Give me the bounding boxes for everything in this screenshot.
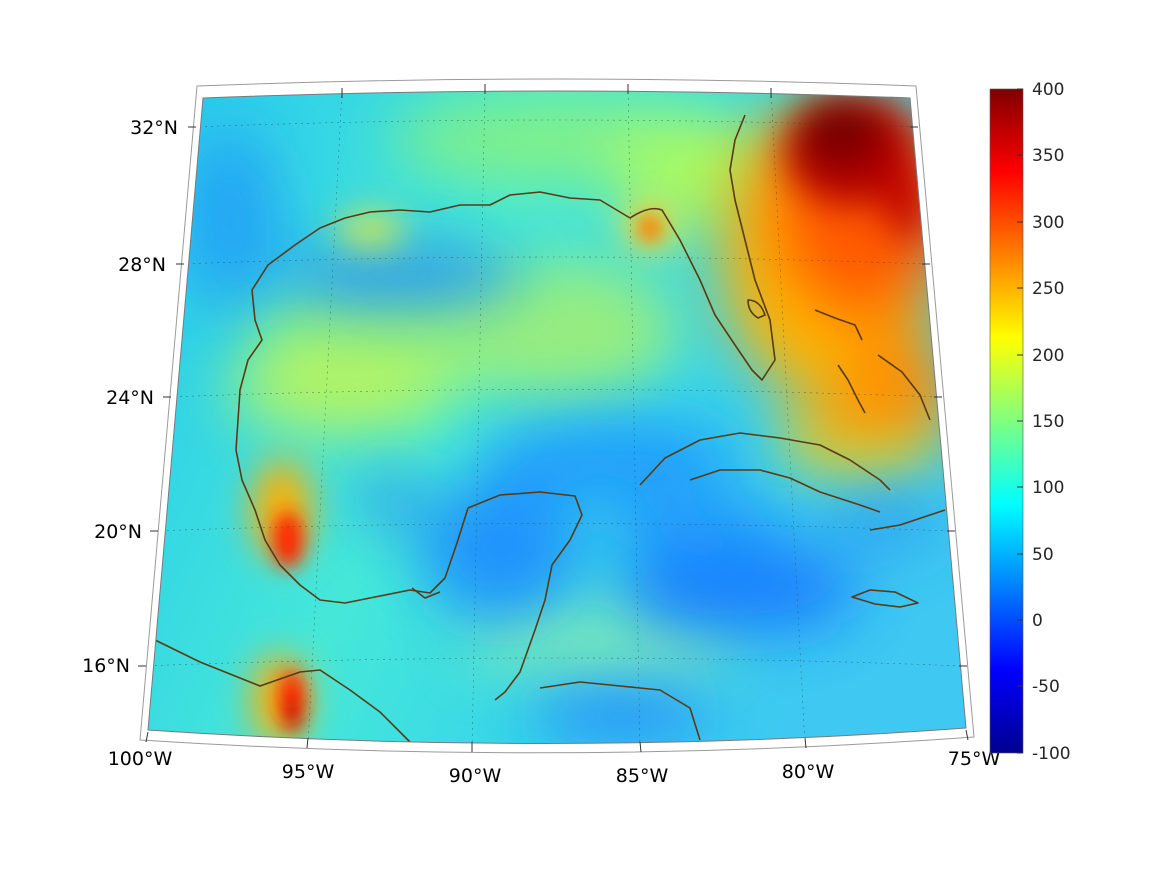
colorbar-tick: 300 (1032, 213, 1064, 233)
axis-ticks (138, 84, 969, 753)
data-field (148, 91, 966, 744)
lon-label-100w: 100°W (108, 748, 173, 770)
colorbar-tick: 100 (1032, 478, 1064, 498)
coastlines (154, 114, 946, 743)
lat-label-20n: 20°N (94, 521, 142, 543)
lon-label-85w: 85°W (616, 765, 669, 787)
colorbar-tick: 150 (1032, 412, 1064, 432)
lat-label-28n: 28°N (118, 254, 166, 276)
colorbar-tick: 0 (1032, 611, 1043, 631)
lat-label-16n: 16°N (82, 655, 130, 677)
graticule (148, 91, 963, 744)
colorbar-tick: 350 (1032, 146, 1064, 166)
lat-label-24n: 24°N (106, 387, 154, 409)
colorbar-tick: 200 (1032, 346, 1064, 366)
lat-label-32n: 32°N (130, 117, 178, 139)
colorbar-tick: 400 (1032, 80, 1064, 100)
lon-label-75w: 75°W (948, 748, 1001, 770)
lon-label-95w: 95°W (282, 761, 335, 783)
map-frame-outer (139, 78, 975, 754)
colorbar: 400 350 300 250 200 150 100 50 0 -50 -10… (989, 80, 1071, 764)
colorbar-tick: -100 (1032, 744, 1071, 764)
colorbar-tick: -50 (1032, 677, 1060, 697)
colorbar-tick: 250 (1032, 279, 1064, 299)
latitude-labels: 32°N 28°N 24°N 20°N 16°N (82, 117, 178, 677)
lon-label-90w: 90°W (449, 765, 502, 787)
map-frame (147, 90, 967, 745)
longitude-labels: 100°W 95°W 90°W 85°W 80°W 75°W (108, 748, 1001, 787)
colorbar-tick: 50 (1032, 545, 1054, 565)
lon-label-80w: 80°W (782, 761, 835, 783)
